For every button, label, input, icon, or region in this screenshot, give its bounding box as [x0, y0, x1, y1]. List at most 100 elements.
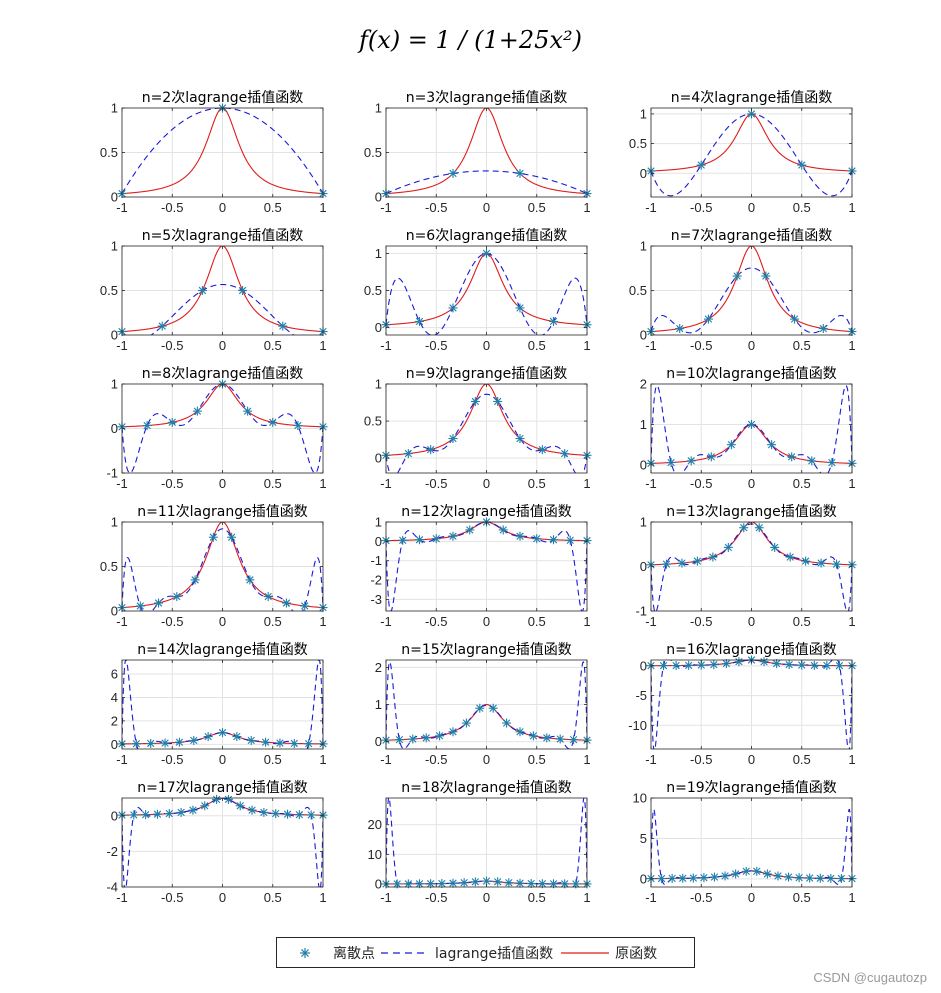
node-marker	[306, 810, 316, 820]
x-tick-label: 1	[319, 338, 326, 353]
x-tick-label: 0	[483, 338, 490, 353]
node-marker	[827, 458, 837, 468]
node-marker	[770, 542, 780, 552]
x-tick-label: 1	[848, 338, 855, 353]
y-tick-label: 0.5	[629, 283, 647, 298]
node-marker	[192, 406, 202, 416]
x-tick-label: -1	[116, 476, 128, 491]
node-marker	[223, 794, 233, 804]
curves	[386, 661, 587, 749]
lagrange-line	[122, 283, 323, 335]
node-marker	[699, 873, 709, 883]
node-marker	[203, 732, 213, 742]
node-marker	[571, 879, 581, 889]
legend-entry-original: 原函数	[553, 938, 657, 967]
x-tick-label: 1	[319, 200, 326, 215]
node-marker	[761, 271, 771, 281]
node-marker	[281, 598, 291, 608]
node-marker	[475, 703, 485, 713]
node-marker	[560, 879, 570, 889]
node-marker	[131, 739, 141, 749]
subplot-title: n=17次lagrange插值函数	[137, 780, 307, 796]
node-marker	[666, 458, 676, 468]
x-tick-label: -0.5	[161, 476, 183, 491]
x-tick-label: -0.5	[690, 752, 712, 767]
curves	[386, 384, 587, 473]
y-tick-label: 0	[640, 559, 647, 574]
x-tick-label: 1	[319, 476, 326, 491]
x-tick-label: 0.5	[793, 338, 811, 353]
lagrange-line	[651, 384, 852, 473]
y-tick-label: 0.5	[100, 559, 118, 574]
y-tick-label: -2	[106, 844, 118, 859]
node-marker	[549, 535, 558, 545]
x-tick-label: -0.5	[425, 476, 447, 491]
x-tick-label: 0.5	[528, 890, 546, 905]
y-tick-label: 0	[640, 328, 647, 343]
x-tick-label: 0.5	[264, 338, 282, 353]
x-tick-label: -0.5	[690, 200, 712, 215]
x-tick-label: 0	[219, 476, 226, 491]
y-tick-label: 0	[640, 871, 647, 886]
node-marker	[747, 419, 756, 429]
y-tick-label: 2	[640, 377, 647, 392]
x-tick-label: 1	[583, 476, 590, 491]
node-marker	[408, 734, 418, 744]
node-marker	[805, 873, 815, 883]
subplot-title: n=18次lagrange插值函数	[401, 780, 571, 796]
x-tick-label: -1	[380, 752, 392, 767]
lagrange-line	[386, 170, 587, 195]
node-marker	[142, 421, 152, 431]
y-tick-label: 0	[111, 328, 118, 343]
y-tick-label: -1	[106, 466, 118, 481]
node-marker	[435, 731, 445, 741]
node-marker	[832, 559, 842, 569]
node-marker	[415, 316, 424, 326]
node-marker	[502, 718, 512, 728]
node-marker	[528, 731, 538, 741]
node-marker	[515, 878, 525, 888]
node-marker	[238, 286, 248, 295]
node-marker	[259, 807, 269, 817]
x-tick-label: -0.5	[161, 890, 183, 905]
y-tick-label: 0	[640, 166, 647, 181]
x-tick-label: -1	[116, 752, 128, 767]
x-tick-label: 0	[748, 890, 755, 905]
node-marker	[731, 869, 741, 879]
y-tick-label: 0.5	[364, 145, 382, 160]
x-tick-label: -1	[380, 338, 392, 353]
x-tick-label: 0	[483, 890, 490, 905]
node-marker	[565, 535, 575, 545]
node-marker	[677, 558, 687, 568]
subplot-n7: -1 -0.5 0 0.5 1 0 0.5 1 n=7次lagrange插值函数	[629, 228, 857, 353]
node-marker	[278, 321, 288, 331]
x-tick-label: 0.5	[264, 200, 282, 215]
node-marker	[537, 879, 547, 889]
original-function-line	[386, 703, 587, 741]
x-tick-label: 0.5	[528, 752, 546, 767]
x-tick-label: 0	[219, 338, 226, 353]
node-marker	[537, 445, 547, 455]
curves	[122, 522, 323, 611]
subplot-title: n=9次lagrange插值函数	[406, 366, 568, 382]
subplot-n12: -1 -0.5 0 0.5 1 -3 -2 -1 0 1 n=12次lagrange插值函数	[370, 504, 592, 629]
node-marker	[659, 661, 669, 671]
x-tick-label: 1	[319, 752, 326, 767]
node-marker	[448, 168, 458, 178]
x-tick-label: -0.5	[690, 890, 712, 905]
subplot-n9: -1 -0.5 0 0.5 1 0 0.5 1 n=9次lagrange插值函数	[364, 366, 592, 491]
legend-label-original: 原函数	[615, 945, 658, 962]
legend: 离散点 lagrange插值函数 原函数	[276, 937, 695, 968]
subplot-n10: -1 -0.5 0 0.5 1 0 1 2 n=10次lagrange插值函数	[640, 366, 857, 491]
x-tick-label: -1	[116, 890, 128, 905]
node-marker	[560, 449, 570, 459]
x-tick-label: 0	[748, 476, 755, 491]
node-marker	[569, 735, 579, 745]
node-marker	[415, 879, 424, 889]
node-marker	[293, 421, 303, 431]
node-marker	[515, 727, 525, 737]
node-marker	[275, 738, 285, 748]
y-tick-label: 2	[375, 660, 382, 675]
subplot-title: n=10次lagrange插值函数	[666, 366, 836, 382]
subplot-n3: -1 -0.5 0 0.5 1 0 0.5 1 n=3次lagrange插值函数	[364, 90, 592, 215]
